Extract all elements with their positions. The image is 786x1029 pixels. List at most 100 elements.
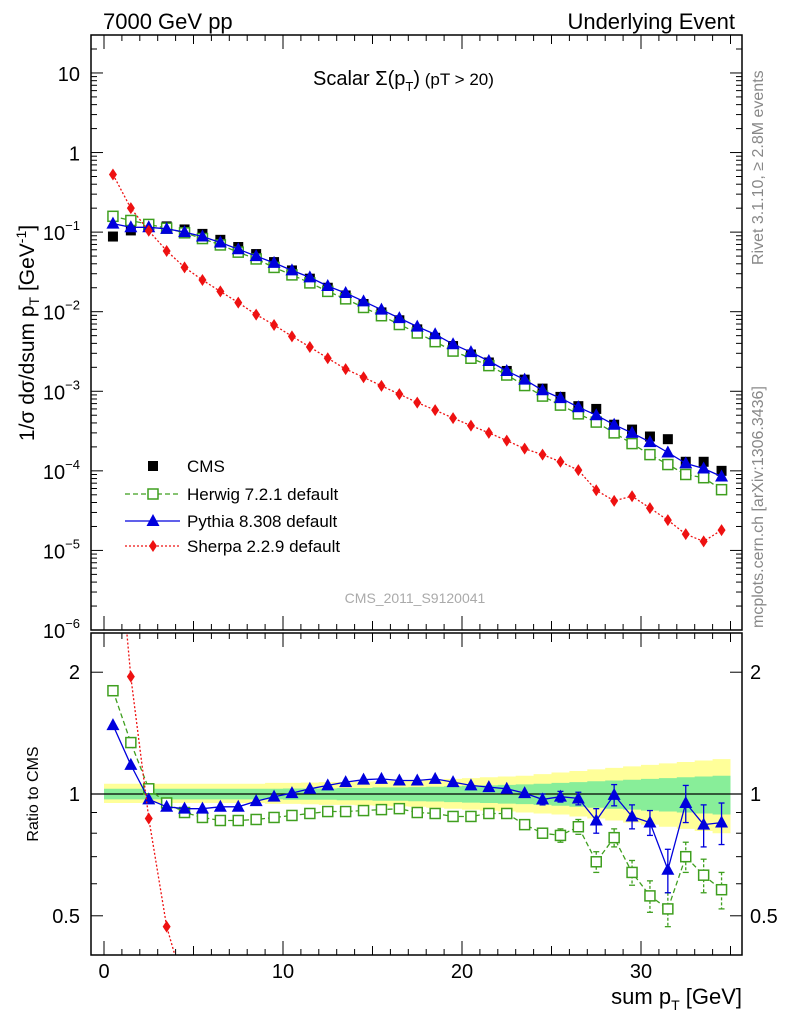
ratio-point bbox=[303, 781, 317, 794]
ratio-point bbox=[428, 771, 442, 784]
legend: CMS Herwig 7.2.1 default Pythia 8.308 defa… bbox=[125, 457, 340, 556]
mcplots-source-label: mcplots.cern.ch [arXiv:1306.3436] bbox=[750, 386, 767, 628]
data-point bbox=[198, 274, 207, 287]
data-point bbox=[270, 319, 279, 332]
data-point bbox=[377, 379, 386, 392]
series-line bbox=[112, 215, 722, 491]
ratio-y-tick-label: 2 bbox=[69, 662, 80, 684]
ratio-point bbox=[662, 903, 674, 915]
data-point bbox=[216, 285, 225, 298]
ratio-point bbox=[213, 799, 227, 812]
data-point bbox=[715, 469, 729, 482]
main-y-tick-label: 10−4 bbox=[43, 457, 80, 484]
data-point bbox=[484, 426, 493, 439]
data-point bbox=[392, 311, 406, 324]
main-y-tick-labels: 10−6 10−5 10−4 10−3 10−2 10−1 1 10 bbox=[43, 64, 80, 643]
ratio-point bbox=[357, 772, 371, 785]
main-y-tick-label: 10−1 bbox=[43, 218, 80, 245]
data-point bbox=[357, 294, 371, 307]
data-point bbox=[556, 455, 565, 468]
data-point bbox=[234, 296, 243, 309]
data-point bbox=[124, 220, 138, 233]
data-point bbox=[571, 400, 585, 413]
data-point bbox=[482, 354, 496, 367]
data-point bbox=[413, 396, 422, 409]
data-point bbox=[645, 502, 654, 515]
plot-title-close: ) bbox=[413, 68, 420, 90]
data-point bbox=[126, 202, 135, 215]
data-point bbox=[449, 412, 458, 425]
legend-entry-sherpa-2-2-9-default: Sherpa 2.2.9 default bbox=[125, 537, 340, 556]
ratio-y-tick-label-right: 1 bbox=[750, 784, 761, 806]
data-point bbox=[303, 270, 317, 283]
data-point bbox=[625, 425, 639, 438]
ratio-point bbox=[375, 803, 388, 816]
data-point bbox=[285, 263, 299, 276]
data-point bbox=[339, 285, 353, 298]
data-point bbox=[231, 242, 245, 255]
ratio-point bbox=[196, 811, 209, 824]
main-plot-area bbox=[106, 168, 729, 548]
data-point bbox=[553, 391, 567, 404]
ratio-point bbox=[144, 812, 153, 825]
ratio-point bbox=[249, 794, 263, 807]
x-tick-label: 30 bbox=[630, 961, 652, 983]
ratio-point bbox=[680, 850, 692, 863]
main-axis-ticks bbox=[91, 34, 742, 631]
data-point bbox=[574, 464, 583, 477]
ratio-y-axis-label: Ratio to CMS bbox=[25, 746, 42, 841]
data-point bbox=[520, 442, 529, 455]
ratio-point bbox=[125, 736, 137, 749]
ratio-point bbox=[501, 807, 513, 820]
ratio-point bbox=[357, 804, 370, 817]
ratio-point bbox=[644, 890, 656, 902]
data-point bbox=[699, 535, 708, 548]
ratio-point bbox=[447, 810, 459, 823]
data-point bbox=[464, 345, 478, 358]
data-point bbox=[662, 458, 674, 471]
ratio-point bbox=[589, 813, 603, 826]
ratio-point bbox=[339, 775, 353, 788]
legend-label: Pythia 8.308 default bbox=[187, 512, 338, 531]
ratio-tick-labels: 0.5 0.51 12 20 10 20 30 bbox=[52, 662, 778, 983]
ratio-point bbox=[322, 805, 334, 818]
data-point bbox=[341, 363, 350, 376]
plot-title-main: Scalar Σ(p bbox=[313, 68, 405, 90]
ratio-point bbox=[109, 473, 117, 485]
ratio-point bbox=[483, 807, 495, 820]
data-point bbox=[643, 435, 657, 448]
ratio-point bbox=[554, 829, 567, 842]
data-point bbox=[697, 471, 710, 484]
ratio-point bbox=[661, 862, 675, 875]
legend-marker bbox=[148, 461, 158, 471]
ratio-point bbox=[232, 814, 244, 827]
ratio-point bbox=[214, 814, 227, 827]
main-y-axis-label: 1/σ dσ/dsum pT [GeV-1] bbox=[13, 225, 42, 441]
ratio-point bbox=[571, 791, 585, 804]
ratio-point bbox=[411, 806, 423, 819]
ratio-point bbox=[195, 801, 209, 814]
ratio-point bbox=[590, 856, 602, 868]
ratio-point bbox=[285, 786, 299, 799]
ratio-point bbox=[536, 792, 550, 805]
data-point bbox=[592, 484, 601, 497]
ratio-series-line bbox=[112, 690, 722, 910]
ratio-point bbox=[697, 869, 710, 881]
data-point bbox=[410, 319, 424, 332]
ratio-y-tick-label-right: 2 bbox=[750, 662, 761, 684]
data-point bbox=[160, 221, 174, 234]
ratio-point bbox=[626, 866, 638, 879]
ratio-y-tick-label: 0.5 bbox=[52, 906, 80, 928]
data-point bbox=[536, 383, 550, 396]
ratio-point bbox=[518, 786, 532, 799]
ratio-y-tick-label: 1 bbox=[69, 784, 80, 806]
ratio-point bbox=[393, 802, 406, 815]
ratio-point bbox=[162, 920, 171, 933]
ratio-point bbox=[124, 757, 138, 770]
ratio-point bbox=[500, 781, 514, 794]
ratio-point bbox=[536, 827, 549, 839]
data-point bbox=[502, 434, 511, 447]
ratio-point bbox=[465, 810, 477, 823]
ratio-point bbox=[392, 773, 406, 786]
